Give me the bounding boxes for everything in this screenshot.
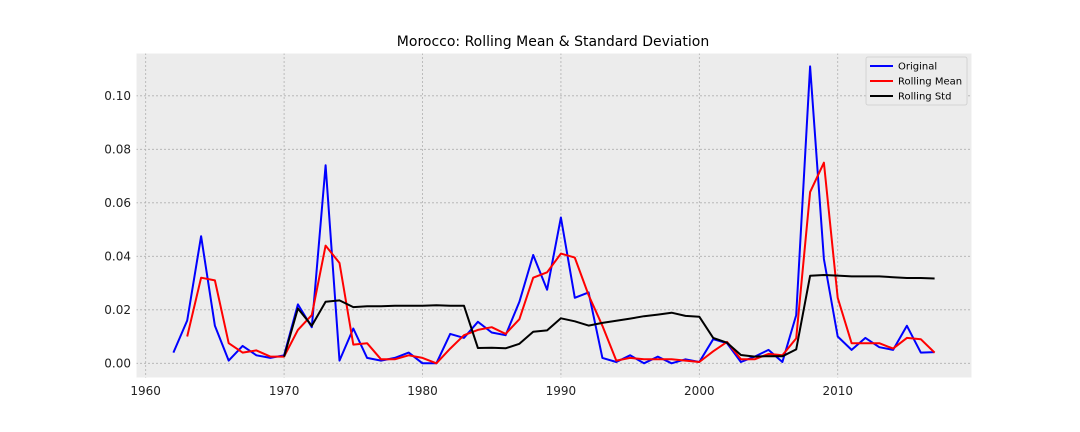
- y-tick-label: 0.06: [104, 196, 131, 210]
- series-line-rolling-mean: [186, 161, 936, 365]
- y-tick-label: 0.10: [104, 89, 131, 103]
- legend: Original Rolling Mean Rolling Std: [865, 56, 968, 106]
- y-tick-label: 0.02: [104, 303, 131, 317]
- x-tick-label: 2000: [684, 384, 715, 398]
- x-tick-label: 1980: [407, 384, 438, 398]
- x-tick-label: 1960: [130, 384, 161, 398]
- legend-box: [865, 56, 968, 106]
- y-axis: 0.00 0.02 0.04 0.06 0.08 0.10: [104, 89, 131, 370]
- x-tick-label: 2010: [822, 384, 853, 398]
- y-tick-label: 0.04: [104, 249, 131, 263]
- plot-frame: [135, 52, 973, 379]
- series-line-rolling-std: [283, 274, 935, 358]
- legend-label-rolling-std: Rolling Std: [898, 92, 951, 103]
- series-line-original: [172, 65, 935, 365]
- series-lines: [172, 65, 936, 365]
- y-tick-label: 0.08: [104, 142, 131, 156]
- x-axis: 1960 1970 1980 1990 2000 2010: [130, 384, 853, 398]
- x-tick-label: 1970: [269, 384, 300, 398]
- x-tick-label: 1990: [546, 384, 577, 398]
- y-tick-label: 0.00: [104, 356, 131, 370]
- chart-title: Morocco: Rolling Mean & Standard Deviati…: [397, 34, 709, 50]
- legend-label-original: Original: [898, 62, 937, 73]
- legend-label-rolling-mean: Rolling Mean: [898, 77, 962, 88]
